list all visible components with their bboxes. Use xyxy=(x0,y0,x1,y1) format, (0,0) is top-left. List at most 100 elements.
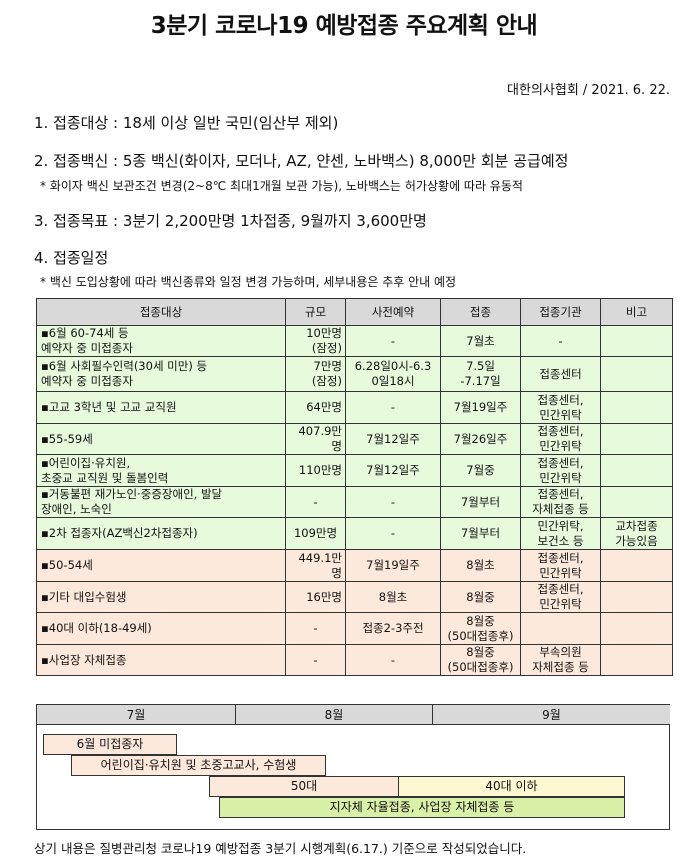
section-goal: 3. 접종목표 : 3분기 2,200만명 1차접종, 9월까지 3,600만명 xyxy=(34,212,427,230)
institution-cell: 접종센터 xyxy=(520,356,601,392)
remark-cell xyxy=(600,644,673,676)
section-target: 1. 접종대상 : 18세 이상 일반 국민(임산부 제외) xyxy=(34,114,339,132)
remark-cell xyxy=(600,325,673,357)
reservation-cell: - xyxy=(345,486,441,518)
target-cell: ▪6월 사회필수인력(30세 미만) 등 예약자 중 미접종자 xyxy=(36,356,286,392)
scale-cell: 407.9만명 xyxy=(285,423,346,455)
scale-cell: 7만명 (잠정) xyxy=(285,356,346,392)
target-cell: ▪6월 60-74세 등 예약자 중 미접종자 xyxy=(36,325,286,357)
table-row: ▪50-54세 449.1만명 7월19일주 8월초 접종센터, 민간위탁 xyxy=(36,549,673,582)
remark-cell xyxy=(600,549,673,582)
remark-cell xyxy=(600,486,673,518)
table-row: ▪고교 3학년 및 고교 교직원 64만명 -7월19일주 접종센터, 민간위탁 xyxy=(36,391,673,424)
month-header: 9월 xyxy=(433,705,670,725)
vaccination-cell: 7월26일주 xyxy=(440,423,521,455)
table-row: ▪40대 이하(18-49세) - 접종2-3주전 8월중 (50대접종후) xyxy=(36,612,673,645)
target-cell: ▪2차 접종자(AZ백신2차접종자) xyxy=(36,517,286,550)
remark-cell xyxy=(600,356,673,392)
reservation-cell: 8월초 xyxy=(345,581,441,613)
remark-cell xyxy=(600,612,673,645)
footer-note: 상기 내용은 질병관리청 코로나19 예방접종 3분기 시행계획(6.17.) … xyxy=(34,841,527,856)
scale-cell: 109만명 xyxy=(285,517,346,550)
remark-cell xyxy=(600,581,673,613)
reservation-cell: 7월12일주 xyxy=(345,423,441,455)
institution-cell: 접종센터, 민간위탁 xyxy=(520,581,601,613)
table-row: ▪6월 사회필수인력(30세 미만) 등 예약자 중 미접종자 7만명 (잠정) 6… xyxy=(36,356,673,392)
scale-cell: 16만명 xyxy=(285,581,346,613)
vaccination-cell: 8월중 xyxy=(440,581,521,613)
target-cell: ▪50-54세 xyxy=(36,549,286,582)
target-cell: ▪사업장 자체접종 xyxy=(36,644,286,676)
gantt-bar: 어린이집·유치원 및 초중고교사, 수험생 xyxy=(71,755,326,776)
scale-cell: 10만명 (잠정) xyxy=(285,325,346,357)
vaccination-cell: 8월중 (50대접종후) xyxy=(440,644,521,676)
column-header: 규모 xyxy=(285,298,346,326)
reservation-cell: 6.28일0시-6.3 0일18시 xyxy=(345,356,441,392)
institution-cell: 접종센터, 민간위탁 xyxy=(520,423,601,455)
institution-cell: 부속의원 자체접종 등 xyxy=(520,644,601,676)
scale-cell: - xyxy=(285,612,346,645)
column-header: 접종 xyxy=(440,298,521,326)
gantt-chart: 7월 8월 9월 6월 미접종자 어린이집·유치원 및 초중고교사, 수험생 5… xyxy=(36,704,670,830)
page-title: 3분기 코로나19 예방접종 주요계획 안내 xyxy=(150,13,538,39)
reservation-cell: - xyxy=(345,644,441,676)
reservation-cell: 7월19일주 xyxy=(345,549,441,582)
column-header: 사전예약 xyxy=(345,298,441,326)
institution-cell: 접종센터, 민간위탁 xyxy=(520,391,601,424)
vaccination-cell: 8월중 (50대접종후) xyxy=(440,612,521,645)
note-vaccine: * 화이자 백신 보관조건 변경(2~8℃ 최대1개월 보관 가능), 노바백스… xyxy=(40,179,523,193)
institution-cell: - xyxy=(520,325,601,357)
reservation-cell: 접종2-3주전 xyxy=(345,612,441,645)
vaccination-cell: 8월초 xyxy=(440,549,521,582)
reservation-cell: - xyxy=(345,391,441,424)
vaccination-cell: 7월부터 xyxy=(440,517,521,550)
remark-cell xyxy=(600,391,673,424)
institution-cell: 접종센터, 민간위탁 xyxy=(520,454,601,487)
schedule-table: 접종대상 규모 사전예약 접종 접종기관 비고 ▪6월 60-74세 등 예약자 중 미접… xyxy=(36,298,673,676)
target-cell: ▪고교 3학년 및 고교 교직원 xyxy=(36,391,286,424)
table-row: ▪어린이집·유치원, 초중교 교직원 및 돌봄인력 110만명 7월12일주 7월중 접… xyxy=(36,454,673,487)
institution-cell: 접종센터, 자체접종 등 xyxy=(520,486,601,518)
byline: 대한의사협회 / 2021. 6. 22. xyxy=(507,83,670,98)
gantt-bar: 지자체 자율접종, 사업장 자체접종 등 xyxy=(219,797,625,818)
reservation-cell: - xyxy=(345,325,441,357)
scale-cell: 64만명 xyxy=(285,391,346,424)
column-header: 접종기관 xyxy=(520,298,601,326)
remark-cell xyxy=(600,454,673,487)
table-row: ▪기타 대입수험생 16만명 8월초 8월중 접종센터, 민간위탁 xyxy=(36,581,673,613)
section-schedule: 4. 접종일정 xyxy=(34,249,109,267)
target-cell: ▪40대 이하(18-49세) xyxy=(36,612,286,645)
table-row: ▪6월 60-74세 등 예약자 중 미접종자 10만명 (잠정) -7월초 - xyxy=(36,325,673,357)
target-cell: ▪기타 대입수험생 xyxy=(36,581,286,613)
institution-cell xyxy=(520,612,601,645)
vaccination-cell: 7월중 xyxy=(440,454,521,487)
institution-cell: 접종센터, 민간위탁 xyxy=(520,549,601,582)
table-row: ▪거동불편 재가노인·중증장애인, 발달 장애인, 노숙인 - -7월부터 접종센터,… xyxy=(36,486,673,518)
month-header: 8월 xyxy=(236,705,433,725)
vaccination-cell: 7월19일주 xyxy=(440,391,521,424)
institution-cell: 민간위탁, 보건소 등 xyxy=(520,517,601,550)
vaccination-cell: 7월초 xyxy=(440,325,521,357)
month-header: 7월 xyxy=(37,705,236,725)
section-vaccine: 2. 접종백신 : 5종 백신(화이자, 모더나, AZ, 얀센, 노바백스) … xyxy=(34,152,569,170)
target-cell: ▪어린이집·유치원, 초중교 교직원 및 돌봄인력 xyxy=(36,454,286,487)
gantt-bar: 6월 미접종자 xyxy=(43,734,177,755)
scale-cell: - xyxy=(285,644,346,676)
vaccination-cell: 7.5일 -7.17일 xyxy=(440,356,521,392)
scale-cell: - xyxy=(285,486,346,518)
target-cell: ▪55-59세 xyxy=(36,423,286,455)
remark-cell xyxy=(600,423,673,455)
reservation-cell: 7월12일주 xyxy=(345,454,441,487)
column-header: 접종대상 xyxy=(36,298,286,326)
scale-cell: 449.1만명 xyxy=(285,549,346,582)
table-row: ▪55-59세 407.9만명 7월12일주 7월26일주 접종센터, 민간위탁 xyxy=(36,423,673,455)
vaccination-cell: 7월부터 xyxy=(440,486,521,518)
remark-cell: 교차접종 가능있음 xyxy=(600,517,673,550)
gantt-bar: 50대 xyxy=(209,776,399,797)
target-cell: ▪거동불편 재가노인·중증장애인, 발달 장애인, 노숙인 xyxy=(36,486,286,518)
table-header-row: 접종대상 규모 사전예약 접종 접종기관 비고 xyxy=(36,298,673,326)
table-row: ▪사업장 자체접종 - -8월중 (50대접종후) 부속의원 자체접종 등 xyxy=(36,644,673,676)
note-schedule: * 백신 도입상황에 따라 백신종류와 일정 변경 가능하며, 세부내용은 추후… xyxy=(40,275,457,289)
column-header: 비고 xyxy=(600,298,673,326)
